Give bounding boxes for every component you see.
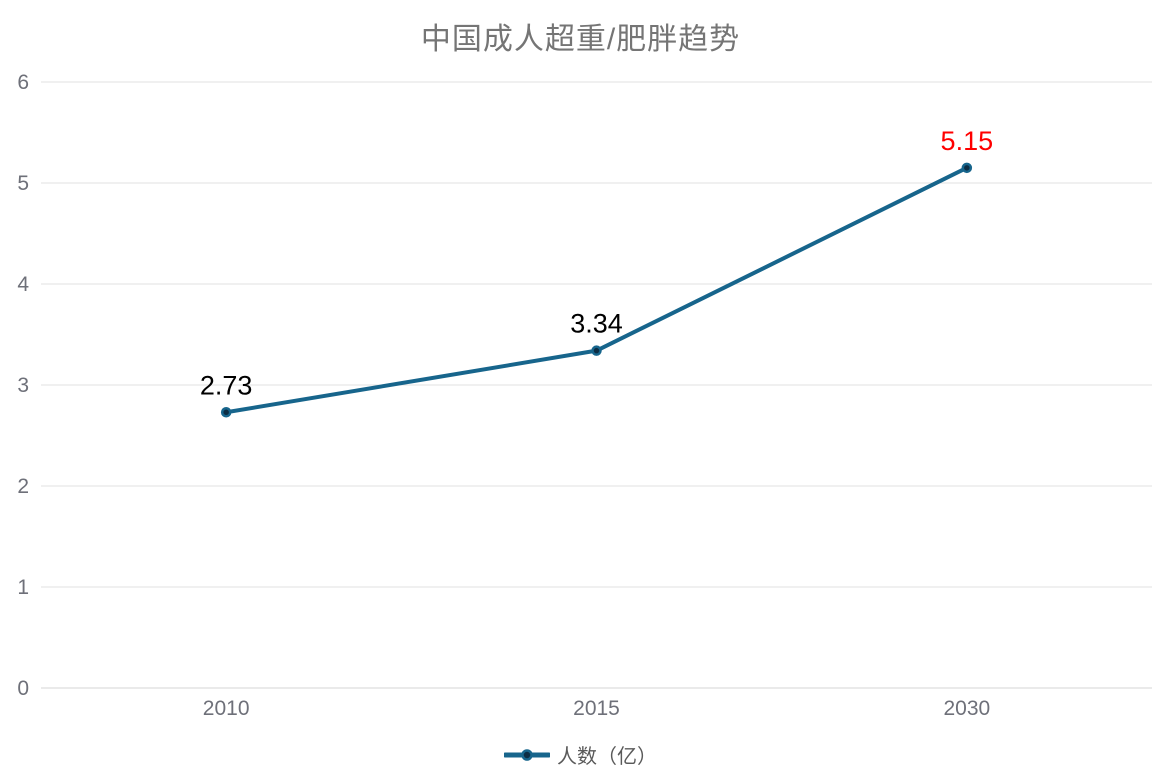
series-line: [224, 165, 969, 415]
data-point-marker[interactable]: [220, 407, 232, 418]
y-tick-label: 2: [17, 475, 29, 498]
y-tick-label: 0: [17, 677, 29, 700]
legend-label: 人数（亿）: [557, 746, 657, 768]
legend-line-marker-icon: [504, 748, 550, 761]
data-point-label: 5.15: [941, 126, 994, 156]
y-tick-label: 1: [17, 576, 29, 599]
data-point-marker[interactable]: [591, 345, 602, 356]
data-point-marker[interactable]: [961, 162, 973, 174]
x-tick-label: 2015: [573, 697, 620, 720]
x-tick-label: 2030: [943, 697, 990, 720]
chart-title: 中国成人超重/肥胖趋势: [420, 23, 741, 56]
y-tick-label: 5: [17, 172, 29, 195]
y-tick-label: 3: [17, 374, 29, 397]
legend-item-renshu[interactable]: 人数（亿）: [0, 740, 1161, 769]
data-point-label: 3.34: [570, 309, 623, 339]
y-tick-label: 6: [17, 71, 29, 94]
data-point-label: 2.73: [200, 370, 253, 400]
y-tick-label: 4: [17, 273, 29, 296]
x-tick-label: 2010: [203, 697, 250, 720]
